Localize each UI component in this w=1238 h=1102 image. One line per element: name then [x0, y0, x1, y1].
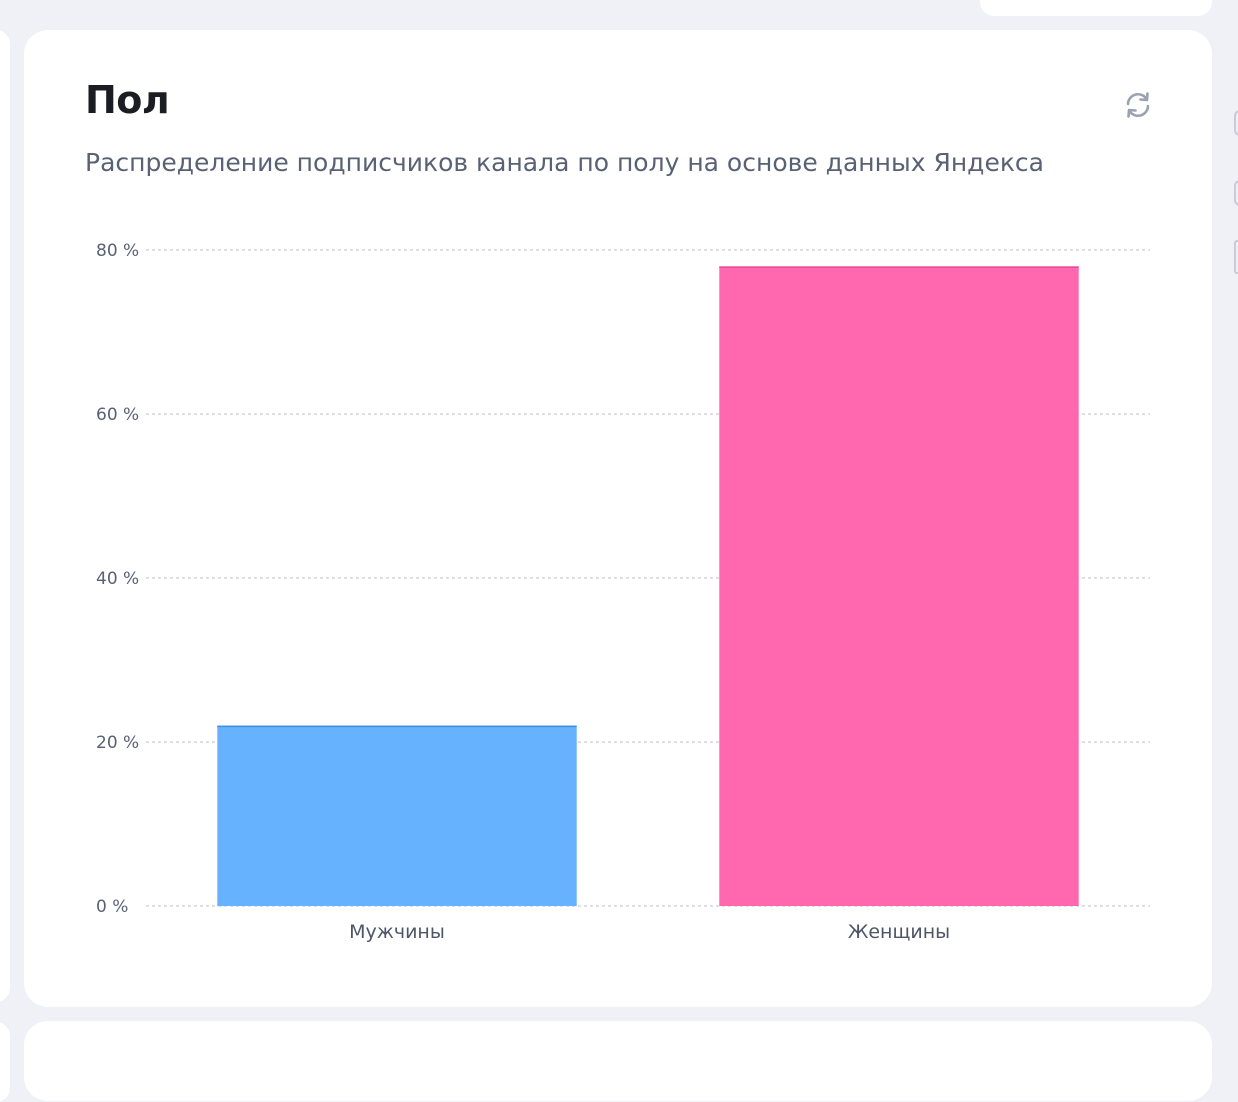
y-tick-label: 60 % — [96, 405, 139, 425]
refresh-icon — [1126, 92, 1150, 118]
edge-control-1 — [1234, 110, 1238, 136]
card-title: Пол — [85, 78, 170, 122]
x-category-label: Мужчины — [349, 921, 445, 943]
background-card-top — [980, 0, 1212, 16]
background-card-left-bottom — [0, 1022, 10, 1102]
y-tick-label: 0 % — [96, 897, 128, 917]
card-subtitle: Распределение подписчиков канала по полу… — [85, 148, 1044, 177]
x-category-label: Женщины — [848, 921, 950, 943]
gender-bar-chart: 0 % 20 % 40 % 60 % 80 % Мужчины Женщины — [96, 241, 1150, 943]
refresh-button[interactable] — [1122, 89, 1154, 121]
gender-card: Пол Распределение подписчиков канала по … — [24, 30, 1212, 1007]
bar — [719, 266, 1079, 906]
y-tick-label: 40 % — [96, 569, 139, 589]
background-card-bottom — [24, 1021, 1212, 1101]
edge-control-2 — [1234, 180, 1238, 206]
background-card-left — [0, 30, 10, 1002]
y-tick-label: 20 % — [96, 733, 139, 753]
y-tick-label: 80 % — [96, 241, 139, 261]
edge-control-3 — [1234, 240, 1238, 274]
bar — [217, 725, 577, 906]
